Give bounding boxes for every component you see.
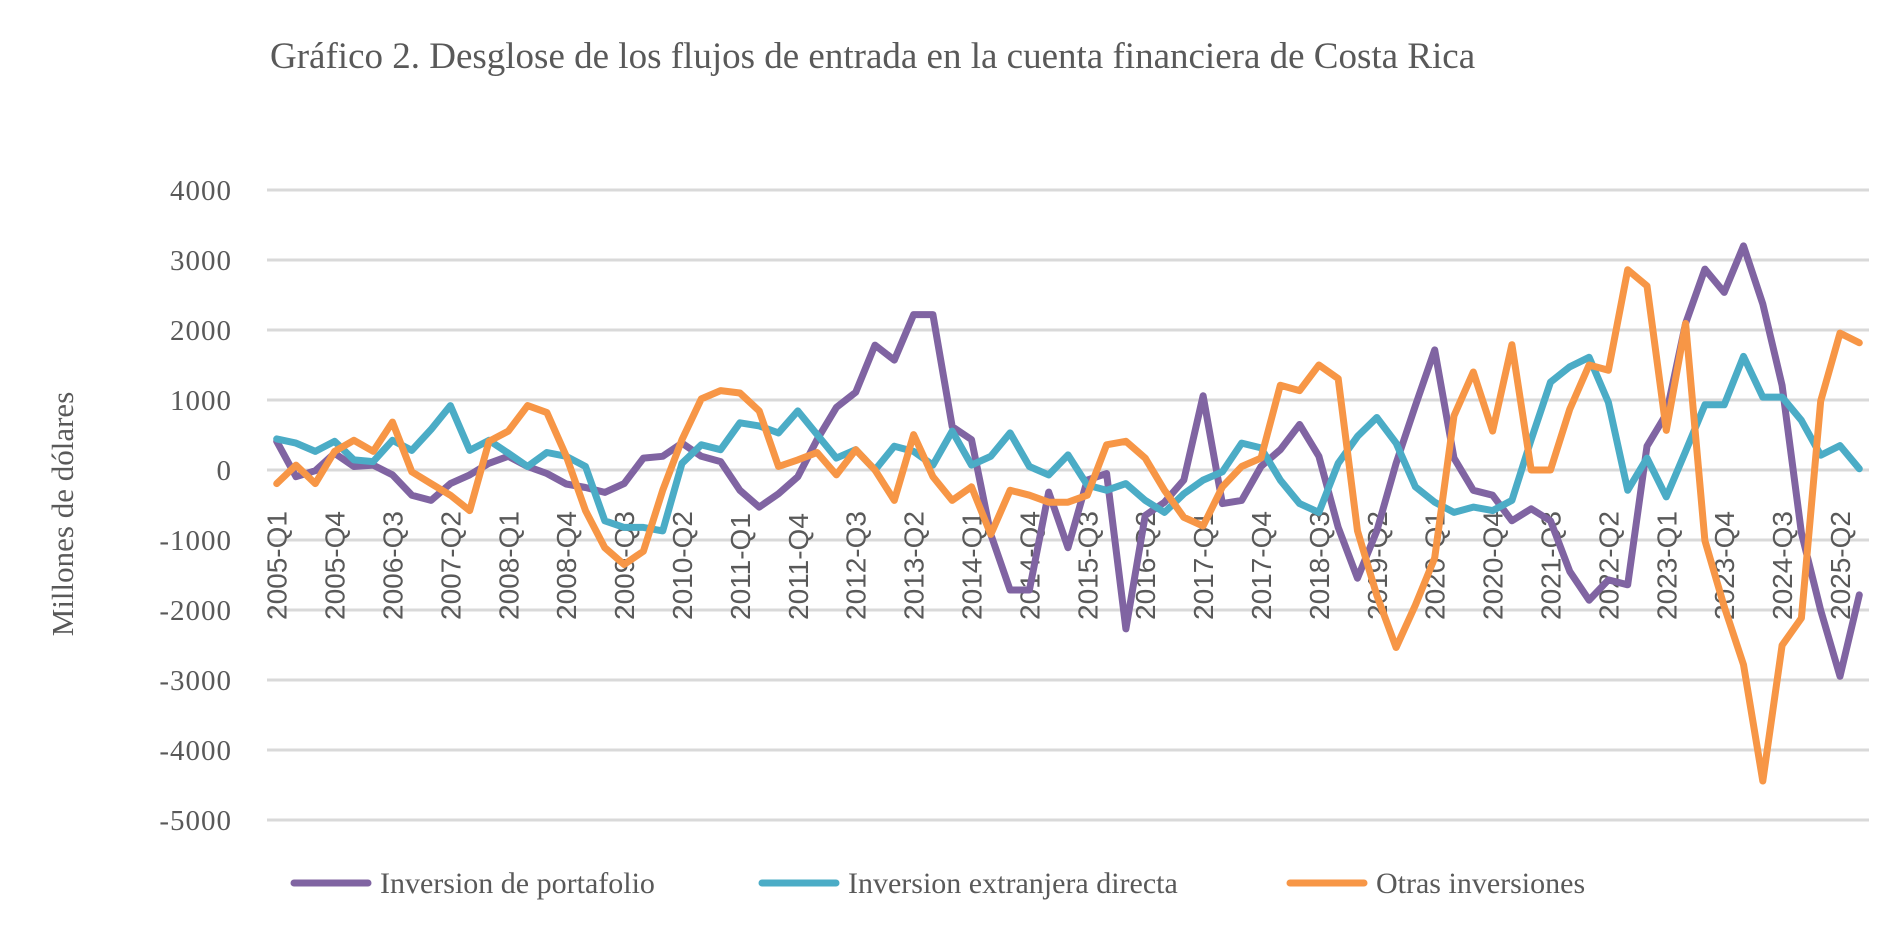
x-tick-label: 2025-Q2 [1825,511,1856,620]
series-line-inversion-de-portafolio [273,242,1863,680]
y-tick-label: -4000 [159,735,232,767]
series-lines [273,242,1863,785]
y-axis-title: Millones de dólares [45,392,80,637]
x-tick-label: 2006-Q3 [377,511,408,620]
y-tick-label: 0 [217,455,233,487]
x-tick-label: 2010-Q2 [667,511,698,620]
legend-label-ied: Inversion extranjera directa [848,867,1178,900]
x-tick-label: 2017-Q4 [1246,511,1277,620]
x-tick-label: 2018-Q3 [1304,511,1335,620]
y-tick-label: 4000 [170,175,232,207]
x-tick-label: 2005-Q1 [262,511,293,620]
legend-label-otras: Otras inversiones [1376,867,1585,900]
x-tick-label: 2022-Q2 [1593,511,1624,620]
x-tick-label: 2015-Q3 [1072,511,1103,620]
legend-item-otras[interactable]: Otras inversiones [1286,867,1585,900]
series-line-inversion-extranjera-directa [273,352,1863,535]
x-tick-label: 2020-Q4 [1478,511,1509,620]
y-tick-label: -5000 [159,805,232,837]
legend: Inversion de portafolio Inversion extran… [290,867,1585,900]
x-tick-label: 2023-Q1 [1651,511,1682,620]
x-tick-label: 2011-Q1 [725,513,756,620]
x-tick-label: 2008-Q4 [551,511,582,620]
x-tick-label: 2007-Q2 [435,511,466,620]
y-tick-label: 3000 [170,245,232,277]
x-tick-label: 2005-Q4 [320,511,351,620]
legend-item-ied[interactable]: Inversion extranjera directa [758,867,1178,900]
y-tick-label: -2000 [159,595,232,627]
x-tick-label: 2024-Q3 [1767,511,1798,620]
chart-title: Gráfico 2. Desglose de los flujos de ent… [270,36,1475,77]
legend-label-portafolio: Inversion de portafolio [380,867,655,900]
y-tick-label: -1000 [159,525,232,557]
x-tick-label: 2014-Q1 [956,511,987,620]
y-tick-label: -3000 [159,665,232,697]
y-tick-label: 2000 [170,315,232,347]
y-axis-ticks: 4000 3000 2000 1000 0 -1000 -2000 -3000 -4000 -50… [159,175,233,837]
y-tick-label: 1000 [170,385,232,417]
x-tick-label: 2012-Q3 [841,511,872,620]
x-tick-label: 2011-Q4 [783,513,814,620]
legend-item-portafolio[interactable]: Inversion de portafolio [290,867,655,900]
series-line-otras-inversiones [273,266,1863,785]
x-tick-label: 2013-Q2 [899,511,930,620]
x-axis-ticks: 2005-Q1 2005-Q4 2006-Q3 2007-Q2 2008-Q1 2008-… [262,511,1856,620]
x-tick-label: 2008-Q1 [493,511,524,620]
